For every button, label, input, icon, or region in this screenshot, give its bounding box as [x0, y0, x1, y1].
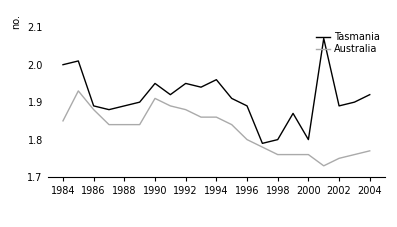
Tasmania	[107, 108, 112, 111]
Australia	[291, 153, 295, 156]
Australia	[91, 108, 96, 111]
Tasmania	[291, 112, 295, 115]
Australia	[260, 146, 265, 148]
Tasmania	[214, 78, 219, 81]
Australia	[245, 138, 249, 141]
Tasmania	[276, 138, 280, 141]
Tasmania	[306, 138, 311, 141]
Tasmania	[260, 142, 265, 145]
Australia	[107, 123, 112, 126]
Y-axis label: no.: no.	[11, 14, 21, 29]
Australia	[198, 116, 203, 118]
Australia	[352, 153, 357, 156]
Australia	[76, 90, 81, 92]
Tasmania	[168, 93, 173, 96]
Tasmania	[76, 60, 81, 62]
Tasmania	[321, 37, 326, 40]
Australia	[229, 123, 234, 126]
Australia	[214, 116, 219, 118]
Line: Tasmania: Tasmania	[63, 39, 370, 143]
Australia	[276, 153, 280, 156]
Australia	[183, 108, 188, 111]
Tasmania	[367, 93, 372, 96]
Tasmania	[137, 101, 142, 104]
Tasmania	[352, 101, 357, 104]
Tasmania	[183, 82, 188, 85]
Tasmania	[91, 105, 96, 107]
Tasmania	[122, 105, 127, 107]
Australia	[137, 123, 142, 126]
Line: Australia: Australia	[63, 91, 370, 166]
Tasmania	[337, 105, 341, 107]
Australia	[306, 153, 311, 156]
Australia	[168, 105, 173, 107]
Australia	[61, 119, 66, 122]
Australia	[152, 97, 157, 100]
Legend: Tasmania, Australia: Tasmania, Australia	[316, 32, 380, 54]
Tasmania	[245, 105, 249, 107]
Australia	[337, 157, 341, 160]
Tasmania	[229, 97, 234, 100]
Australia	[321, 164, 326, 167]
Tasmania	[152, 82, 157, 85]
Australia	[122, 123, 127, 126]
Australia	[367, 149, 372, 152]
Tasmania	[198, 86, 203, 89]
Tasmania	[61, 63, 66, 66]
